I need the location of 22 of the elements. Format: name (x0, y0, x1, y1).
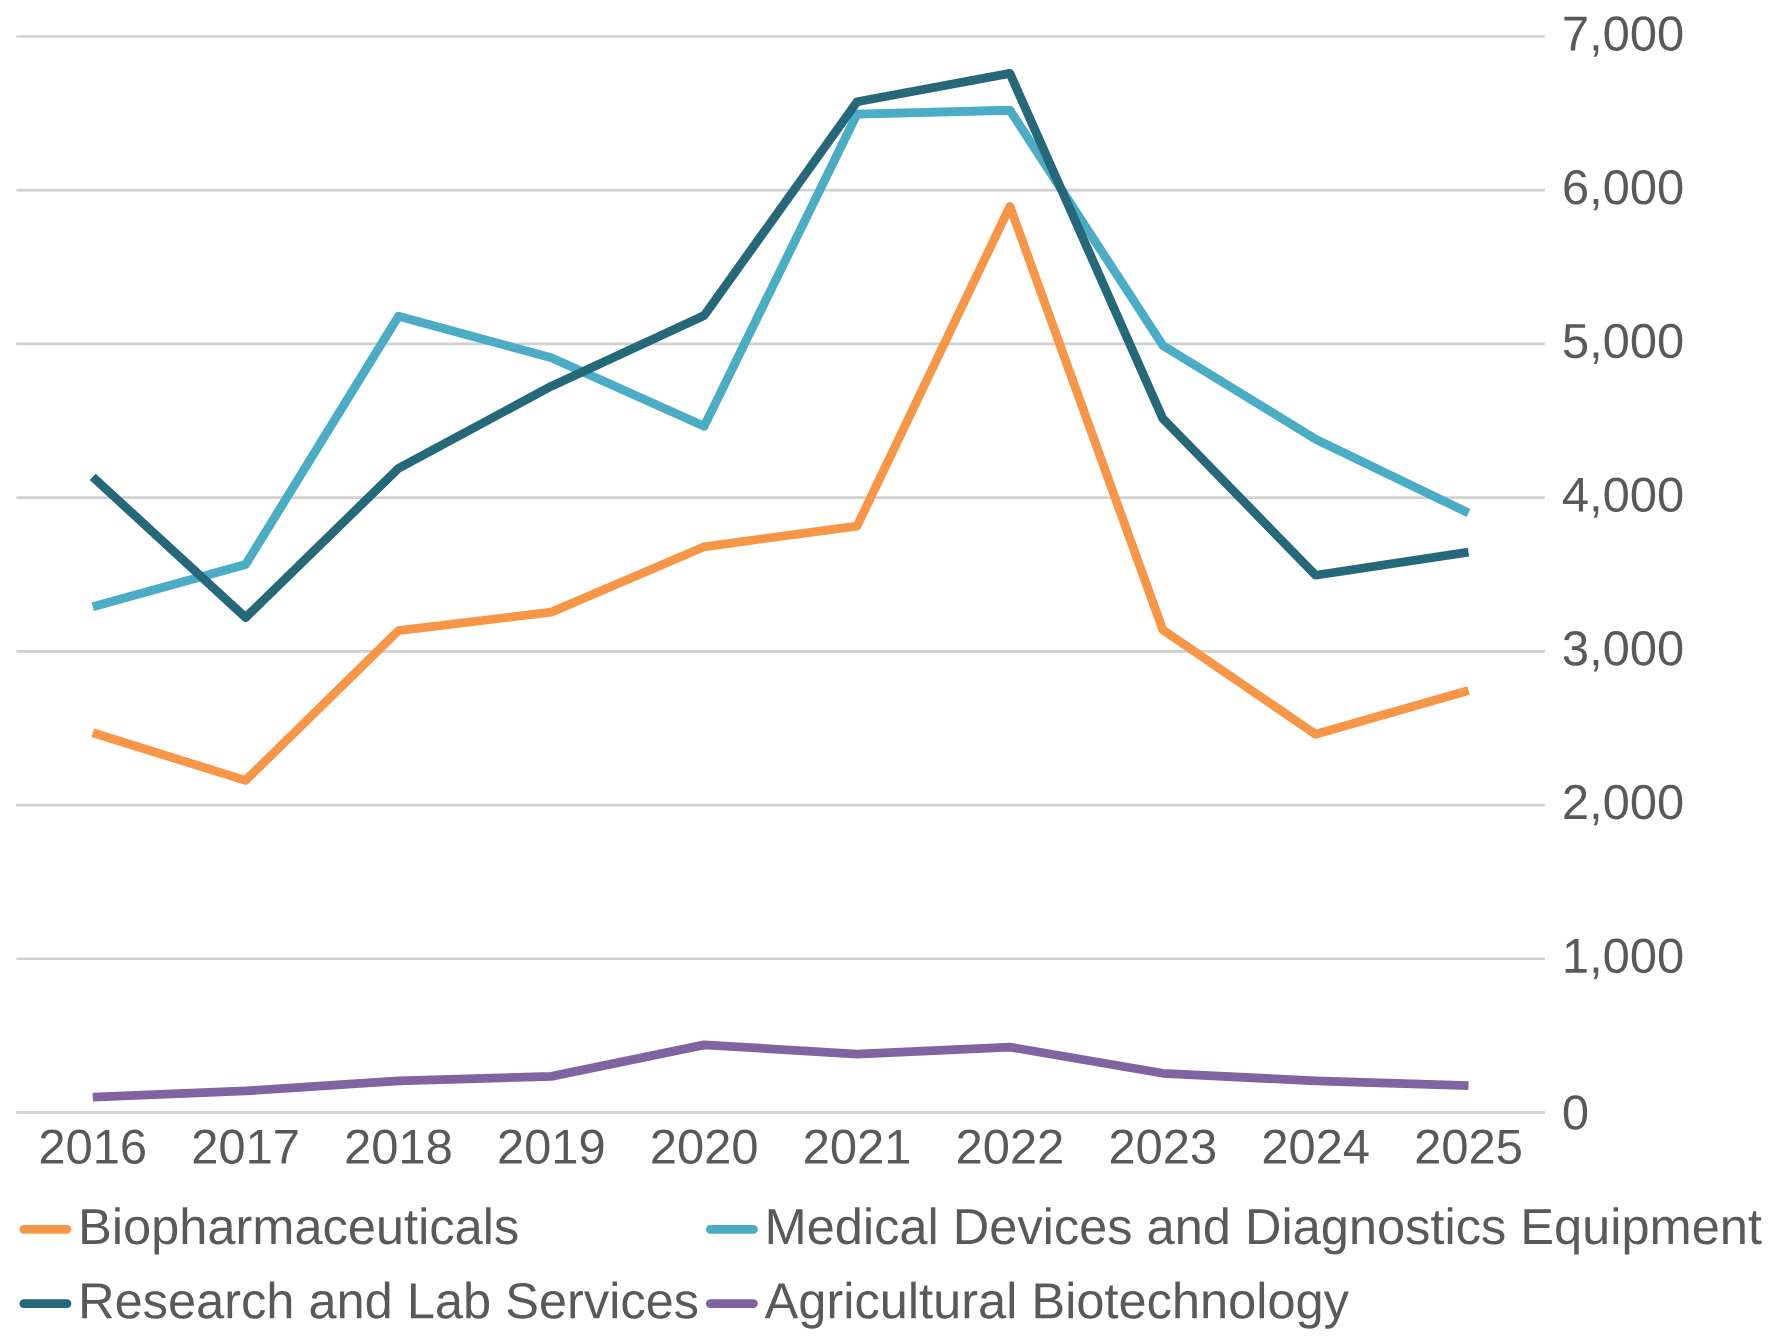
x-tick-label: 2021 (805, 1129, 910, 1164)
y-tick-label: 4,000 (1563, 477, 1683, 518)
legend-label: Medical Devices and Diagnostics Equipment (768, 1207, 1762, 1255)
y-tick-label: 6,000 (1564, 169, 1683, 211)
y-tick-label: 5,000 (1563, 323, 1683, 365)
y-tick-label: 3,000 (1563, 631, 1683, 672)
y-tick-label: 7,000 (1564, 16, 1683, 57)
x-tick-label: 2024 (1263, 1129, 1369, 1164)
legend-label: Biopharmaceuticals (82, 1207, 518, 1255)
x-tick-label: 2017 (193, 1129, 298, 1164)
legend-label: Agricultural Biotechnology (764, 1281, 1349, 1329)
x-tick-label: 2020 (652, 1129, 757, 1164)
x-tick-label: 2025 (1416, 1129, 1521, 1164)
y-tick-label: 2,000 (1564, 784, 1683, 826)
x-tick-label: 2023 (1110, 1129, 1215, 1164)
y-tick-label: 1,000 (1565, 938, 1683, 979)
x-tick-label: 2018 (346, 1129, 451, 1164)
x-tick-label: 2022 (958, 1129, 1062, 1164)
x-tick-label: 2016 (40, 1129, 145, 1164)
x-tick-label: 2019 (499, 1129, 604, 1164)
y-tick-label: 0 (1563, 1095, 1588, 1130)
legend-label: Research and Lab Services (82, 1281, 698, 1319)
